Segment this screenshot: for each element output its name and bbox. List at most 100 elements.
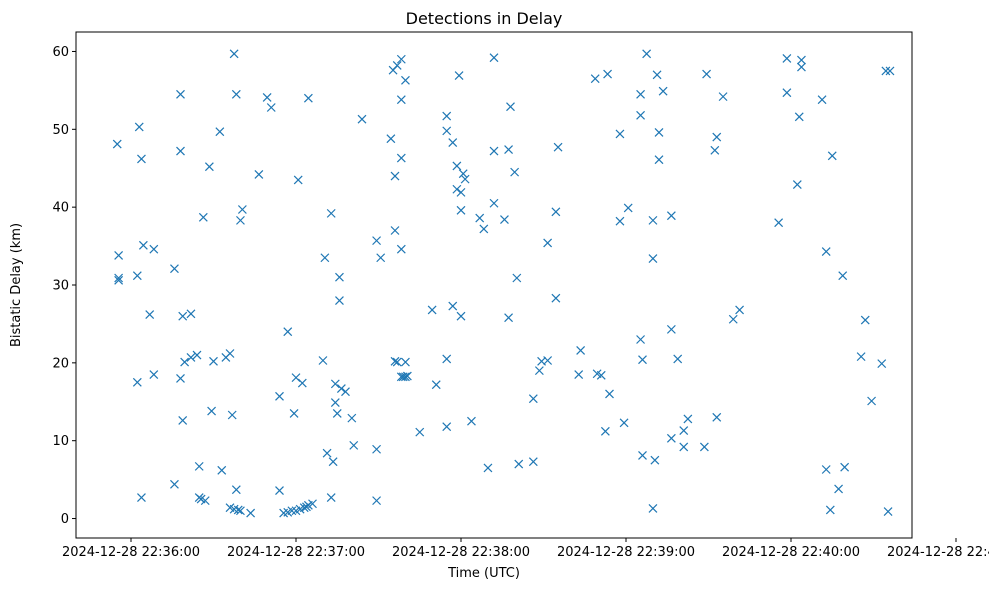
- x-tick-label: 2024-12-28 22:36:00: [62, 545, 200, 560]
- data-point-x-marker: [825, 505, 835, 515]
- data-point-x-marker: [134, 122, 144, 132]
- data-point-x-marker: [710, 145, 720, 155]
- data-point-x-marker: [877, 359, 887, 369]
- y-axis-ticks: 0 10 20 30 40 50 60: [52, 45, 76, 527]
- data-point-x-marker: [180, 357, 190, 367]
- data-point-x-marker: [619, 418, 629, 428]
- data-point-x-marker: [132, 271, 142, 281]
- data-point-x-marker: [528, 394, 538, 404]
- data-point-x-marker: [427, 305, 437, 315]
- data-point-x-marker: [376, 253, 386, 263]
- data-point-x-marker: [543, 238, 553, 248]
- data-point-x-marker: [275, 391, 284, 401]
- data-point-x-marker: [194, 461, 204, 471]
- data-point-x-marker: [114, 250, 124, 260]
- data-point-x-marker: [679, 442, 689, 452]
- data-point-x-marker: [456, 187, 466, 197]
- data-point-x-marker: [774, 218, 784, 228]
- data-point-x-marker: [138, 240, 148, 250]
- data-point-x-marker: [401, 372, 410, 382]
- data-point-x-marker: [392, 61, 402, 70]
- data-point-x-marker: [673, 354, 683, 364]
- data-point-x-marker: [287, 506, 297, 516]
- data-point-x-marker: [514, 459, 524, 469]
- data-point-x-marker: [856, 352, 866, 362]
- y-tick-label: 20: [52, 356, 69, 371]
- data-point-x-marker: [266, 103, 276, 112]
- data-point-x-marker: [648, 503, 658, 513]
- data-point-x-marker: [347, 413, 357, 423]
- data-point-x-marker: [489, 146, 499, 156]
- data-point-x-marker: [386, 134, 396, 144]
- x-tick-label: 2024-12-28 22:39:00: [557, 545, 695, 560]
- data-point-x-marker: [510, 167, 520, 177]
- data-point-x-marker: [658, 86, 668, 96]
- data-point-x-marker: [456, 311, 466, 321]
- data-point-x-marker: [349, 440, 359, 450]
- data-point-x-marker: [448, 138, 458, 147]
- data-point-x-marker: [401, 75, 410, 85]
- data-point-x-marker: [797, 62, 806, 72]
- data-point-x-marker: [149, 244, 159, 254]
- data-point-x-marker: [648, 215, 658, 225]
- data-point-x-marker: [551, 207, 561, 217]
- x-tick-label: 2024-12-28 22:40:00: [722, 545, 860, 560]
- data-point-x-marker: [114, 275, 124, 285]
- data-point-x-marker: [415, 427, 425, 437]
- data-point-x-marker: [262, 92, 272, 102]
- data-point-x-marker: [396, 153, 406, 163]
- data-point-x-marker: [827, 151, 837, 161]
- data-point-x-marker: [192, 350, 202, 360]
- data-point-x-marker: [512, 273, 522, 283]
- data-point-x-marker: [615, 216, 625, 226]
- data-point-x-marker: [396, 54, 406, 64]
- data-point-x-marker: [401, 357, 410, 367]
- data-point-x-marker: [605, 389, 614, 399]
- data-point-x-marker: [392, 357, 402, 367]
- data-markers: [112, 49, 895, 518]
- axes-frame: [75, 31, 913, 539]
- data-point-x-marker: [335, 296, 344, 305]
- data-point-x-marker: [600, 426, 610, 436]
- data-point-x-marker: [275, 486, 284, 495]
- data-point-x-marker: [236, 215, 245, 225]
- data-point-x-marker: [225, 349, 235, 358]
- y-tick-label: 0: [61, 512, 69, 527]
- x-axis-ticks: 2024-12-28 22:36:00 2024-12-28 22:37:00 20…: [62, 538, 989, 560]
- data-point-x-marker: [683, 414, 693, 424]
- data-point-x-marker: [821, 247, 831, 256]
- data-point-x-marker: [489, 198, 499, 208]
- data-point-x-marker: [227, 410, 237, 420]
- data-point-x-marker: [332, 409, 342, 418]
- data-point-x-marker: [712, 132, 722, 142]
- data-point-x-marker: [782, 54, 792, 63]
- data-point-x-marker: [603, 69, 612, 79]
- data-point-x-marker: [817, 95, 827, 105]
- data-point-x-marker: [452, 161, 462, 171]
- data-point-x-marker: [475, 213, 485, 223]
- chart-title: Detections in Delay: [406, 9, 563, 28]
- data-point-x-marker: [200, 496, 210, 506]
- data-point-x-marker: [209, 356, 218, 366]
- data-point-x-marker: [792, 180, 802, 190]
- data-point-x-marker: [794, 112, 804, 122]
- data-point-x-marker: [782, 88, 792, 98]
- data-point-x-marker: [231, 485, 241, 495]
- data-point-x-marker: [198, 212, 208, 222]
- data-point-x-marker: [623, 203, 633, 213]
- data-point-x-marker: [504, 313, 513, 323]
- data-point-x-marker: [638, 451, 647, 460]
- data-point-x-marker: [590, 74, 600, 84]
- data-point-x-marker: [335, 272, 344, 282]
- data-point-x-marker: [217, 465, 227, 475]
- data-point-x-marker: [838, 271, 848, 281]
- data-point-x-marker: [396, 95, 406, 105]
- data-point-x-marker: [236, 506, 245, 516]
- data-point-x-marker: [132, 377, 142, 387]
- data-point-x-marker: [372, 444, 381, 454]
- data-point-x-marker: [648, 254, 658, 263]
- data-point-x-marker: [448, 301, 458, 311]
- data-point-x-marker: [390, 226, 400, 235]
- data-point-x-marker: [170, 479, 179, 489]
